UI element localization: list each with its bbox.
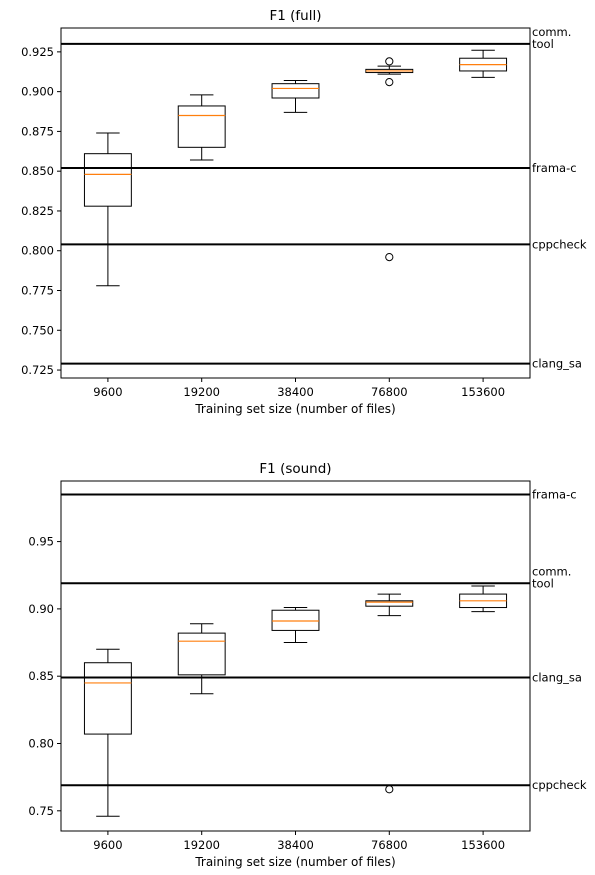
outlier-point [385, 252, 394, 262]
x-axis-label: Training set size (number of files) [194, 402, 395, 416]
y-tick-label: 0.825 [21, 204, 54, 218]
reference-line-label: comm. tool [532, 564, 571, 590]
chart-panel-f1-full: F1 (full) 0.725 0.750 0.775 0.800 0.825 0.850 0… [21, 8, 587, 416]
reference-line-label: frama-c [532, 487, 577, 501]
box-plot-9600 [83, 132, 132, 287]
x-tick-label: 38400 [277, 838, 314, 852]
y-tick-label: 0.90 [28, 602, 54, 616]
x-tick-label: 153600 [461, 838, 505, 852]
y-tick-label: 0.725 [21, 363, 54, 377]
reference-line-label: frama-c [532, 161, 577, 175]
box-plot-9600 [83, 648, 132, 817]
x-tick-label: 19200 [183, 838, 220, 852]
x-tick-label: 9600 [93, 385, 122, 399]
x-tick-label: 38400 [277, 385, 314, 399]
box-iqr [83, 662, 132, 735]
chart-title: F1 (full) [270, 8, 322, 24]
y-tick-label: 0.85 [28, 669, 54, 683]
box-plot-76800 [365, 593, 414, 794]
x-tick-label: 153600 [461, 385, 505, 399]
reference-line-label: comm. tool [532, 25, 571, 51]
x-tick-label: 19200 [183, 385, 220, 399]
box-plot-153600 [459, 585, 508, 613]
reference-line-label: cppcheck [532, 778, 587, 792]
y-tick-label: 0.750 [21, 323, 54, 337]
reference-line-label: clang_sa [532, 357, 582, 371]
outlier-point [385, 57, 394, 66]
box-plot-153600 [459, 49, 508, 78]
box-iqr [271, 83, 320, 99]
chart-title: F1 (sound) [259, 461, 331, 477]
y-tick-label: 0.900 [21, 85, 54, 99]
outlier-point [385, 785, 394, 794]
plot-area-frame [60, 27, 531, 379]
box-iqr [365, 600, 414, 607]
x-tick-label: 76800 [371, 838, 408, 852]
box-plot-76800 [365, 57, 414, 262]
x-tick-label: 76800 [371, 385, 408, 399]
y-tick-label: 0.80 [28, 737, 54, 751]
x-tick-label: 9600 [93, 838, 122, 852]
box-plot-38400 [271, 607, 320, 644]
outlier-point [385, 77, 394, 87]
box-iqr [177, 632, 226, 676]
y-tick-label: 0.875 [21, 124, 54, 138]
y-tick-label: 0.925 [21, 45, 54, 59]
x-axis-label: Training set size (number of files) [194, 855, 395, 869]
box-iqr [177, 105, 226, 148]
y-tick-label: 0.95 [28, 535, 54, 549]
box-plot-38400 [271, 80, 320, 113]
plot-area-frame [60, 480, 531, 832]
box-iqr [271, 609, 320, 631]
reference-line-label: clang_sa [532, 671, 582, 685]
box-iqr [83, 153, 132, 207]
box-plot-19200 [177, 94, 226, 161]
y-tick-label: 0.800 [21, 244, 54, 258]
y-tick-label: 0.850 [21, 164, 54, 178]
y-tick-label: 0.75 [28, 804, 54, 818]
box-plot-19200 [177, 623, 226, 695]
y-tick-label: 0.775 [21, 284, 54, 298]
reference-line-label: cppcheck [532, 237, 587, 251]
chart-panel-f1-sound: F1 (sound) 0.75 0.80 0.85 0.90 0.95 9600 19200 3… [28, 461, 587, 869]
